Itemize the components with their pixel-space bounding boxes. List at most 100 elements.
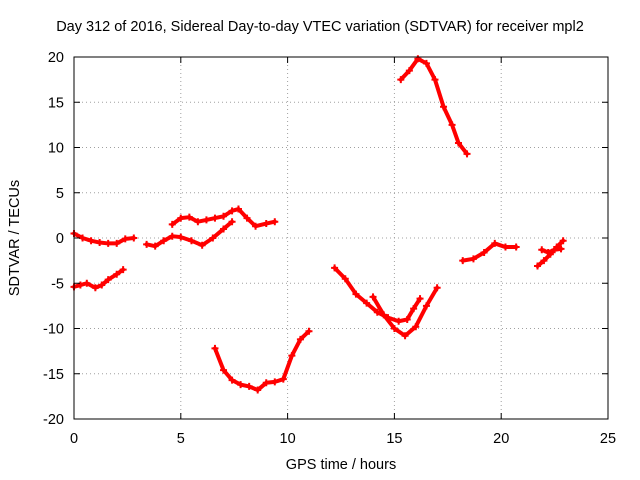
series-arc-9 (459, 239, 520, 265)
data-point (448, 121, 456, 129)
series-arc-1 (70, 229, 138, 247)
data-point (245, 382, 253, 390)
data-point (538, 246, 546, 254)
data-point (220, 366, 228, 374)
data-point (469, 255, 477, 263)
data-point (220, 212, 228, 220)
data-point (87, 237, 95, 245)
data-point (198, 241, 206, 249)
data-point (185, 213, 193, 221)
x-tick-label: 10 (280, 431, 296, 447)
series-arc-8 (397, 55, 471, 158)
data-point (98, 281, 106, 289)
data-point (271, 218, 279, 226)
data-point (296, 335, 304, 343)
data-point (119, 266, 127, 274)
series-arc-7 (369, 284, 441, 340)
y-tick-label: -20 (43, 412, 64, 428)
y-tick-label: 5 (56, 186, 64, 202)
data-point (352, 290, 360, 298)
data-point (480, 248, 488, 256)
chart-title: Day 312 of 2016, Sidereal Day-to-day VTE… (56, 19, 584, 35)
y-tick-label: -5 (51, 276, 64, 292)
data-point (551, 246, 559, 254)
data-point (380, 311, 388, 319)
data-point (454, 139, 462, 147)
data-point (209, 234, 217, 242)
data-point (211, 344, 219, 352)
data-point (412, 323, 420, 331)
data-point (512, 243, 520, 251)
data-point (491, 239, 499, 247)
data-point (405, 67, 413, 75)
data-point (130, 234, 138, 242)
y-tick-label: -15 (43, 367, 64, 383)
data-point (76, 281, 84, 289)
data-point (113, 239, 121, 247)
data-point (168, 220, 176, 228)
series-arc-11 (538, 245, 565, 256)
y-tick-label: 0 (56, 231, 64, 247)
x-axis-label: GPS time / hours (285, 457, 397, 473)
data-point (410, 305, 418, 313)
data-point (96, 239, 104, 247)
series-layer (70, 55, 567, 394)
data-point (544, 248, 552, 256)
data-point (369, 293, 377, 301)
data-point (234, 205, 242, 213)
data-point (557, 245, 565, 253)
y-tick-label: 20 (48, 50, 64, 66)
data-point (237, 381, 245, 389)
data-point (403, 315, 411, 323)
data-point (288, 352, 296, 360)
data-point (397, 76, 405, 84)
x-tick-label: 20 (493, 431, 509, 447)
data-point (390, 325, 398, 332)
data-point (373, 308, 381, 316)
data-point (279, 375, 287, 383)
data-point (271, 378, 279, 386)
data-point (414, 55, 422, 63)
data-point (501, 243, 509, 251)
x-tick-label: 0 (70, 431, 78, 447)
data-point (177, 233, 185, 241)
data-point (104, 239, 112, 247)
data-point (422, 59, 430, 67)
data-point (416, 295, 424, 303)
series-trace (398, 56, 470, 156)
y-tick-label: -10 (43, 322, 64, 338)
data-point (104, 276, 112, 284)
data-point (83, 279, 91, 287)
data-point (262, 379, 270, 387)
data-point (113, 270, 121, 278)
data-point (168, 232, 176, 240)
data-point (220, 225, 228, 233)
data-point (459, 257, 467, 265)
data-point (534, 262, 542, 270)
data-point (243, 214, 251, 222)
y-axis-label: SDTVAR / TECUs (7, 179, 23, 297)
data-point (331, 264, 339, 272)
x-tick-label: 15 (386, 431, 402, 447)
series-trace (212, 329, 311, 393)
data-point (431, 76, 439, 84)
data-point (160, 237, 168, 245)
data-point (433, 284, 441, 292)
data-point (177, 214, 185, 222)
data-point (228, 218, 236, 226)
x-tick-label: 25 (600, 431, 616, 447)
series-trace (144, 219, 235, 249)
data-point (262, 220, 270, 228)
data-point (151, 242, 159, 250)
data-point (194, 218, 202, 226)
data-point (363, 299, 371, 307)
data-point (91, 284, 99, 292)
data-point (341, 275, 349, 283)
data-point (395, 317, 403, 325)
grid-lines (74, 57, 608, 419)
axis-ticks: 0 5 10 15 20 25 -20 -15 -10 -5 0 5 10 15 20 (43, 50, 616, 447)
y-tick-label: 10 (48, 141, 64, 157)
data-point (187, 237, 195, 245)
data-point (79, 234, 87, 242)
